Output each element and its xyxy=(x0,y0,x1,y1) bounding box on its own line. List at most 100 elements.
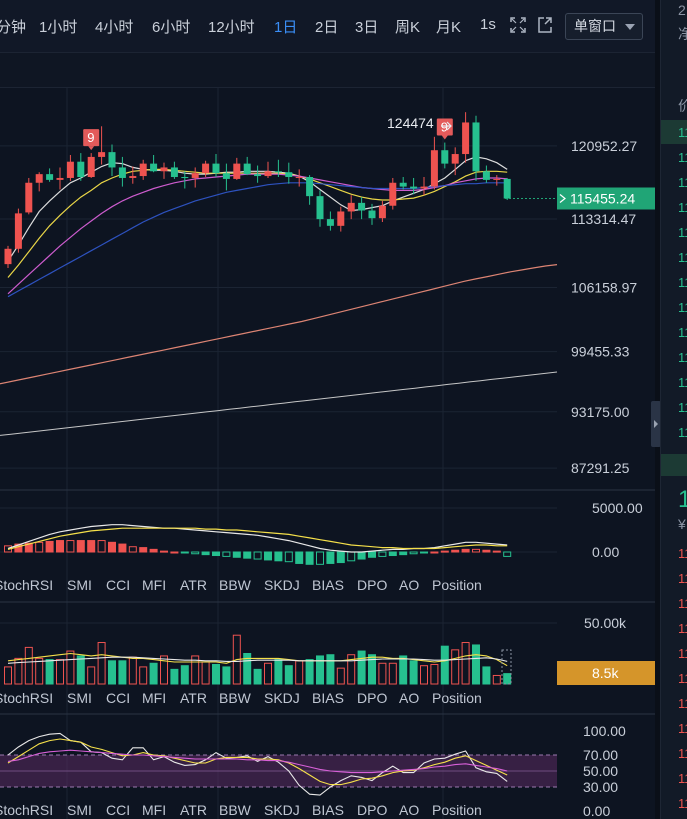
indicator-tab-bbw[interactable]: BBW xyxy=(219,802,252,818)
bid-row-price: 11 xyxy=(678,746,687,761)
volume-bar xyxy=(274,659,283,685)
bid-row-price: 11 xyxy=(678,546,687,561)
td-marker-bg xyxy=(436,118,453,136)
indicator-tab-bias[interactable]: BIAS xyxy=(312,802,344,818)
indicator-tab-smi[interactable]: SMI xyxy=(67,690,92,706)
histogram-bar xyxy=(45,540,54,553)
ask-row-price: 11 xyxy=(678,325,687,340)
indicator-tab-mfi[interactable]: MFI xyxy=(142,690,166,706)
volume-bar xyxy=(191,655,200,685)
candle-body xyxy=(285,172,293,178)
indicator-tab-position[interactable]: Position xyxy=(432,577,482,593)
candle-body xyxy=(306,177,314,197)
candle-body xyxy=(295,177,303,179)
oscillator-axis-label: 0.00 xyxy=(583,803,610,819)
candle xyxy=(4,245,12,268)
timeframe-12h[interactable]: 12小时 xyxy=(208,19,255,36)
window-mode-select[interactable]: 单窗口 xyxy=(565,13,643,40)
expand-icon[interactable] xyxy=(509,15,527,35)
histogram-bar xyxy=(243,551,252,559)
indicator-tab-stochrsi[interactable]: StochRSI xyxy=(0,577,53,593)
indicator-tab-mfi[interactable]: MFI xyxy=(142,802,166,818)
indicator-tab-cci[interactable]: CCI xyxy=(106,577,130,593)
indicator-tab-smi[interactable]: SMI xyxy=(67,802,92,818)
timeframe-1s[interactable]: 1s xyxy=(480,16,496,33)
candle xyxy=(420,177,428,196)
volume-bar xyxy=(420,665,428,685)
candle-body xyxy=(35,174,43,183)
indicator-tab-stochrsi[interactable]: StochRSI xyxy=(0,690,53,706)
candle xyxy=(14,208,22,253)
volume-bar xyxy=(160,655,168,685)
indicator-tab-dpo[interactable]: DPO xyxy=(357,802,387,818)
indicator-tab-bias[interactable]: BIAS xyxy=(312,690,344,706)
histogram-bar xyxy=(440,550,449,553)
candle xyxy=(233,157,241,180)
candle xyxy=(285,162,293,184)
histogram-bar xyxy=(326,551,335,564)
indicator-tab-skdj[interactable]: SKDJ xyxy=(264,802,300,818)
indicator-tab-mfi[interactable]: MFI xyxy=(142,577,166,593)
indicator-tab-skdj[interactable]: SKDJ xyxy=(264,690,300,706)
candle-body xyxy=(378,205,386,219)
indicator-tab-position[interactable]: Position xyxy=(432,802,482,818)
volume-bar xyxy=(35,657,44,685)
indicator-tab-ao[interactable]: AO xyxy=(399,690,419,706)
indicator-tab-position[interactable]: Position xyxy=(432,690,482,706)
histogram-bar xyxy=(451,549,460,553)
indicator-tab-dpo[interactable]: DPO xyxy=(357,690,387,706)
histogram-bar xyxy=(87,540,96,553)
indicator-tab-cci[interactable]: CCI xyxy=(106,690,130,706)
indicator-tab-atr[interactable]: ATR xyxy=(180,577,207,593)
histogram-bar xyxy=(253,551,262,560)
histogram-bar xyxy=(97,540,106,553)
indicator-tab-bias[interactable]: BIAS xyxy=(312,577,344,593)
candle-body xyxy=(87,156,95,178)
moving-average-line xyxy=(0,264,558,385)
candle xyxy=(66,155,74,181)
candle xyxy=(503,177,511,200)
timeframe-4h[interactable]: 4小时 xyxy=(95,19,134,36)
timeframe-1h[interactable]: 1小时 xyxy=(39,19,78,36)
timeframe-week[interactable]: 周K xyxy=(395,19,421,36)
candle-body xyxy=(368,210,376,219)
candle-body xyxy=(222,173,230,179)
timeframe-3d[interactable]: 3日 xyxy=(355,19,379,36)
timeframe-1d[interactable]: 1日 xyxy=(274,19,298,36)
candle-body xyxy=(347,202,355,212)
indicator-tab-dpo[interactable]: DPO xyxy=(357,577,387,593)
timeframe-minute[interactable]: 分钟 xyxy=(0,19,27,36)
indicator-tab-stochrsi[interactable]: StochRSI xyxy=(0,802,53,818)
indicator-tab-ao[interactable]: AO xyxy=(399,802,419,818)
candle xyxy=(150,155,158,173)
indicator-tab-cci[interactable]: CCI xyxy=(106,802,130,818)
candle xyxy=(358,197,366,220)
indicator-tab-smi[interactable]: SMI xyxy=(67,577,92,593)
indicator-tab-row: StochRSI SMI CCI MFI ATR BBW SKDJ BIAS DPO AO Posi… xyxy=(0,690,482,706)
collapse-panel-handle[interactable] xyxy=(651,401,661,447)
timeframe-2d[interactable]: 2日 xyxy=(315,19,339,36)
indicator-tab-skdj[interactable]: SKDJ xyxy=(264,577,300,593)
volume-bar xyxy=(326,654,335,685)
indicator-tab-atr[interactable]: ATR xyxy=(180,802,207,818)
volume-bar xyxy=(347,654,356,685)
indicator-tab-ao[interactable]: AO xyxy=(399,577,419,593)
volume-current-tag xyxy=(557,661,655,685)
candle-body xyxy=(46,174,54,180)
indicator-tab-bbw[interactable]: BBW xyxy=(219,690,252,706)
histogram-bar xyxy=(357,551,366,560)
chart-canvas[interactable]: 87291.25 93175.00 99455.33 106158.97 113314.… xyxy=(0,0,655,819)
timeframe-month[interactable]: 月K xyxy=(436,19,462,36)
volume-bar xyxy=(492,674,501,685)
price-axis-label: 93175.00 xyxy=(571,404,630,420)
volume-axis-label: 50.00k xyxy=(584,615,627,631)
volume-bar xyxy=(451,649,460,685)
indicator-tab-atr[interactable]: ATR xyxy=(180,690,207,706)
indicator-tab-bbw[interactable]: BBW xyxy=(219,577,252,593)
chevron-right-icon xyxy=(559,194,566,203)
candle-body xyxy=(472,122,480,172)
volume-bar xyxy=(264,662,272,685)
popout-icon[interactable] xyxy=(536,15,554,35)
high-price-annotation: 124474 xyxy=(387,115,434,131)
timeframe-6h[interactable]: 6小时 xyxy=(152,19,191,36)
